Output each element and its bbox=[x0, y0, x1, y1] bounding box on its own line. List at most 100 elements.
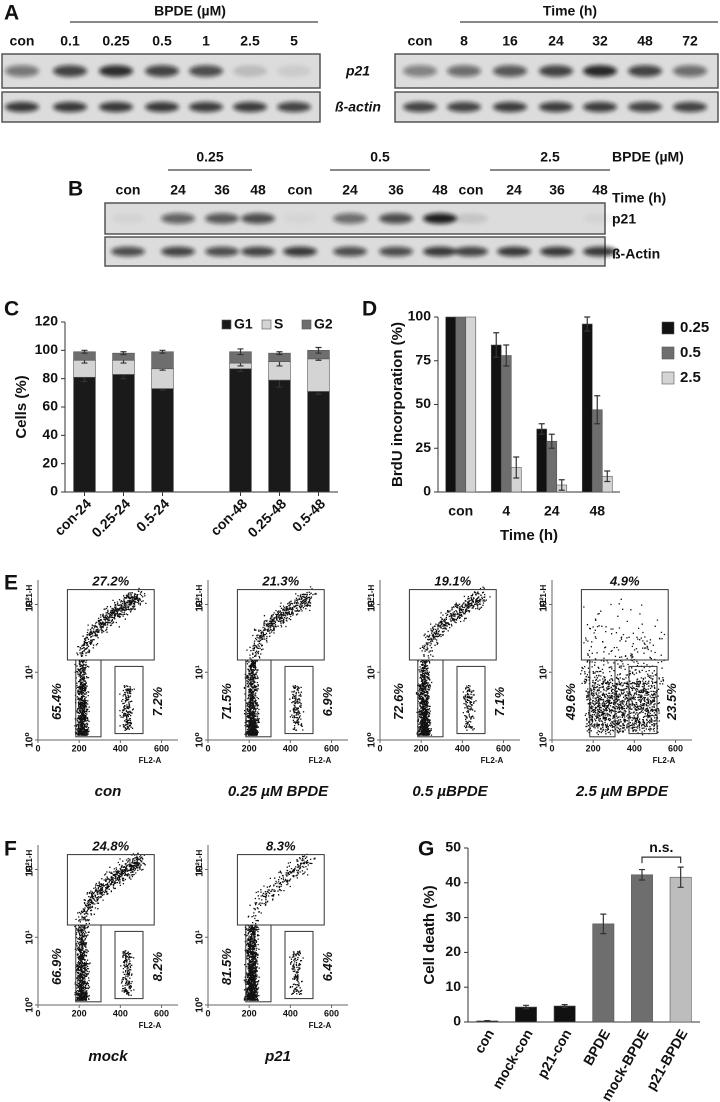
error-bar bbox=[584, 316, 591, 332]
axis-label: FL1-H bbox=[25, 584, 34, 607]
band bbox=[283, 246, 317, 257]
lane-label: con bbox=[288, 182, 313, 198]
x-tick-label: 200 bbox=[72, 1008, 87, 1018]
group-label: 2.5 bbox=[540, 149, 560, 165]
blot-header: Time (h) bbox=[543, 3, 597, 19]
y-tick-label: 40 bbox=[445, 874, 461, 890]
legend-label: G2 bbox=[314, 316, 333, 332]
gate-top bbox=[66, 589, 155, 661]
band bbox=[99, 65, 133, 77]
band bbox=[277, 65, 311, 77]
gate-g2 bbox=[284, 665, 314, 735]
lane-label: con bbox=[116, 182, 141, 198]
lane-label: 24 bbox=[170, 182, 186, 198]
x-tick-label: 400 bbox=[627, 743, 642, 753]
lane-label: 24 bbox=[342, 182, 358, 198]
bar-segment bbox=[229, 368, 252, 493]
x-tick-label: BPDE bbox=[580, 1026, 613, 1068]
x-tick-label: 600 bbox=[496, 743, 511, 753]
panel-label: A bbox=[4, 2, 19, 25]
lane-label: 24 bbox=[506, 182, 522, 198]
x-tick-label: 200 bbox=[72, 743, 87, 753]
scatter-dots bbox=[580, 598, 666, 736]
x-tick-label: 0 bbox=[205, 1008, 210, 1018]
bar bbox=[500, 355, 512, 493]
legend-swatch bbox=[261, 319, 272, 330]
error-bar bbox=[120, 351, 127, 356]
error-bar bbox=[538, 423, 545, 435]
lane-label: 16 bbox=[502, 33, 518, 49]
y-tick-label: 40 bbox=[42, 426, 58, 442]
x-tick-label: con bbox=[471, 1026, 497, 1056]
blot-bands bbox=[5, 65, 311, 77]
y-tick-label: 0 bbox=[50, 483, 58, 499]
band bbox=[628, 101, 662, 113]
y-tick-label: 0 bbox=[423, 483, 431, 499]
bar bbox=[465, 316, 477, 493]
panel-label: C bbox=[4, 298, 19, 321]
y-tick-label: 10⁰ bbox=[539, 732, 550, 748]
band bbox=[233, 101, 267, 113]
band bbox=[423, 246, 457, 257]
x-tick-label: con-24 bbox=[51, 495, 94, 538]
band bbox=[5, 65, 39, 77]
lane-label: 48 bbox=[250, 182, 266, 198]
y-tick-label: 25 bbox=[415, 439, 431, 455]
band bbox=[241, 246, 275, 257]
error-bar bbox=[677, 866, 684, 888]
axis-label: BPDE (µM) bbox=[612, 149, 684, 165]
y-axis-label: Cells (%) bbox=[13, 375, 30, 438]
x-tick-label: 600 bbox=[668, 743, 683, 753]
band bbox=[205, 213, 239, 224]
gate-percent: 6.9% bbox=[320, 686, 335, 716]
x-tick-label: 0 bbox=[35, 743, 40, 753]
gate-g2 bbox=[114, 665, 144, 735]
bar bbox=[592, 923, 615, 1023]
y-tick-label: 10² bbox=[195, 597, 206, 612]
gate-g2 bbox=[628, 665, 658, 735]
plot-caption: 0.25 µM BPDE bbox=[228, 783, 329, 800]
band bbox=[447, 101, 481, 113]
bar-segment bbox=[151, 368, 174, 389]
y-tick-label: 10¹ bbox=[367, 664, 378, 679]
x-tick-label: 400 bbox=[455, 743, 470, 753]
band bbox=[241, 213, 275, 224]
bar bbox=[445, 316, 457, 493]
band bbox=[233, 65, 267, 77]
error-bar bbox=[237, 348, 244, 356]
bar-segment bbox=[112, 374, 135, 493]
axis-label: FL1-H bbox=[25, 849, 34, 872]
y-tick-label: 80 bbox=[42, 369, 58, 385]
y-tick-label: 10⁰ bbox=[25, 732, 36, 748]
legend-swatch bbox=[221, 319, 232, 330]
lane-label: 48 bbox=[592, 182, 608, 198]
band bbox=[447, 65, 481, 77]
error-bar bbox=[503, 344, 510, 367]
error-bar bbox=[561, 1004, 568, 1008]
band bbox=[161, 213, 195, 224]
legend-label: 2.5 bbox=[680, 369, 701, 386]
bar bbox=[669, 876, 692, 1023]
gate-g1 bbox=[589, 659, 616, 738]
blot-bands bbox=[111, 213, 617, 224]
y-tick-label: 120 bbox=[35, 313, 59, 329]
axis-label: FL1-H bbox=[367, 584, 376, 607]
bar bbox=[581, 323, 593, 493]
gate-top bbox=[236, 854, 325, 926]
error-bar bbox=[315, 346, 322, 354]
band bbox=[493, 65, 527, 77]
band bbox=[205, 246, 239, 257]
panel-label: G bbox=[418, 838, 434, 861]
gate-g1 bbox=[417, 659, 444, 738]
gate-percent: 7.1% bbox=[492, 686, 507, 716]
y-tick-label: 10¹ bbox=[195, 664, 206, 679]
band bbox=[189, 65, 223, 77]
band bbox=[53, 101, 87, 113]
error-bar bbox=[513, 456, 520, 479]
x-tick-label: 200 bbox=[242, 1008, 257, 1018]
gate-g2 bbox=[114, 930, 144, 1000]
x-tick-label: 200 bbox=[242, 743, 257, 753]
bar bbox=[546, 440, 558, 493]
plot-caption: con bbox=[95, 783, 122, 800]
y-tick-label: 20 bbox=[445, 943, 461, 959]
